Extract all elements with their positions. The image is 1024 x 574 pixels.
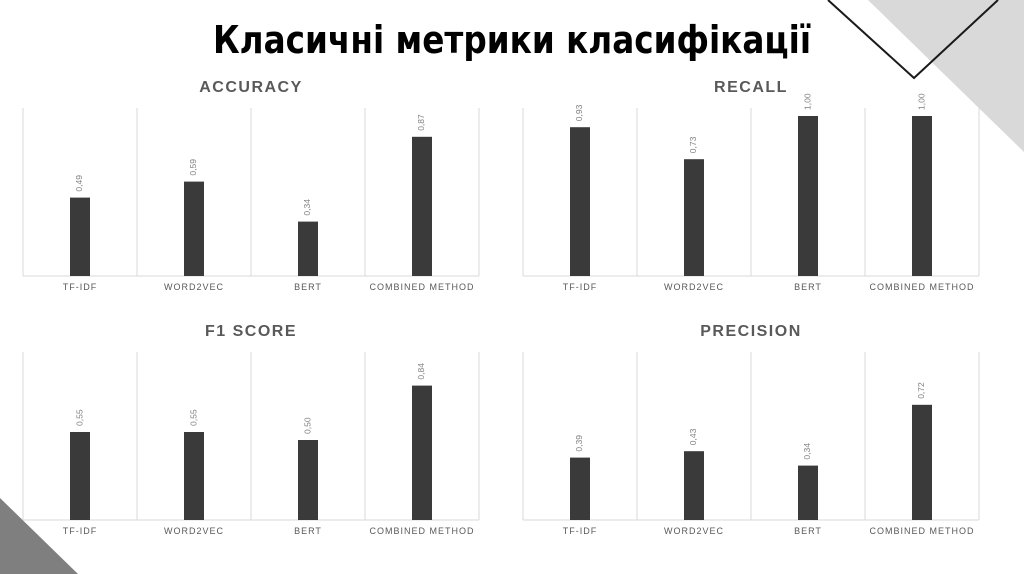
bar (570, 127, 590, 276)
x-tick-label: BERT (294, 282, 322, 292)
bar (70, 432, 90, 520)
x-tick-label: COMBINED METHOD (870, 526, 975, 536)
x-tick-label: WORD2VEC (664, 282, 724, 292)
bar (412, 136, 432, 276)
x-tick-label: COMBINED METHOD (370, 282, 475, 292)
data-label: 0,73 (688, 136, 698, 153)
x-tick-label: WORD2VEC (164, 282, 224, 292)
data-label: 0,55 (74, 409, 84, 426)
bar (184, 181, 204, 276)
chart-title: PRECISION (700, 323, 802, 340)
top-right-decoration (868, 0, 1024, 152)
x-tick-label: TF-IDF (63, 526, 98, 536)
chart-f1-score: F1 SCORE 0,55 TF-IDF 0,55 WORD2VEC 0,50 BERT 0,… (22, 323, 480, 536)
chart-title: RECALL (714, 79, 788, 96)
chart-title: ACCURACY (199, 79, 303, 96)
x-tick-label: TF-IDF (563, 282, 598, 292)
chart-title: F1 SCORE (205, 323, 297, 340)
x-tick-label: BERT (294, 526, 322, 536)
bar (570, 457, 590, 520)
x-tick-label: TF-IDF (563, 526, 598, 536)
bar (684, 159, 704, 276)
data-label: 0,50 (302, 417, 312, 434)
x-tick-label: COMBINED METHOD (870, 282, 975, 292)
bar (912, 404, 932, 520)
data-label: 0,43 (688, 428, 698, 445)
x-tick-label: TF-IDF (63, 282, 98, 292)
x-tick-label: WORD2VEC (664, 526, 724, 536)
data-label: 1,00 (802, 93, 812, 110)
bar (298, 440, 318, 520)
data-label: 0,93 (574, 104, 584, 121)
data-label: 0,49 (74, 175, 84, 192)
bar (184, 432, 204, 520)
bar (298, 221, 318, 276)
bar (70, 197, 90, 276)
bar (798, 465, 818, 520)
chart-recall: RECALL 0,93 TF-IDF 0,73 WORD2VEC 1,00 BERT 1,00… (522, 79, 980, 292)
page-title: Класичні метрики класифікації (212, 18, 812, 62)
bar (912, 116, 932, 276)
x-tick-label: COMBINED METHOD (370, 526, 475, 536)
x-tick-label: WORD2VEC (164, 526, 224, 536)
top-right-outline (827, 0, 999, 80)
data-label: 0,55 (188, 409, 198, 426)
bar (798, 116, 818, 276)
data-label: 0,87 (416, 114, 426, 131)
bottom-left-decoration (0, 498, 78, 574)
chart-accuracy: ACCURACY 0,49 TF-IDF 0,59 WORD2VEC 0,34 BERT 0,… (22, 79, 480, 292)
data-label: 0,72 (916, 382, 926, 399)
data-label: 0,39 (574, 435, 584, 452)
x-tick-label: BERT (794, 526, 822, 536)
bar (412, 385, 432, 520)
data-label: 0,34 (802, 443, 812, 460)
x-tick-label: BERT (794, 282, 822, 292)
data-label: 0,59 (188, 159, 198, 176)
chart-precision: PRECISION 0,39 TF-IDF 0,43 WORD2VEC 0,34 BERT 0… (522, 323, 980, 536)
data-label: 0,34 (302, 199, 312, 216)
data-label: 1,00 (916, 93, 926, 110)
bar (684, 451, 704, 520)
data-label: 0,84 (416, 363, 426, 380)
